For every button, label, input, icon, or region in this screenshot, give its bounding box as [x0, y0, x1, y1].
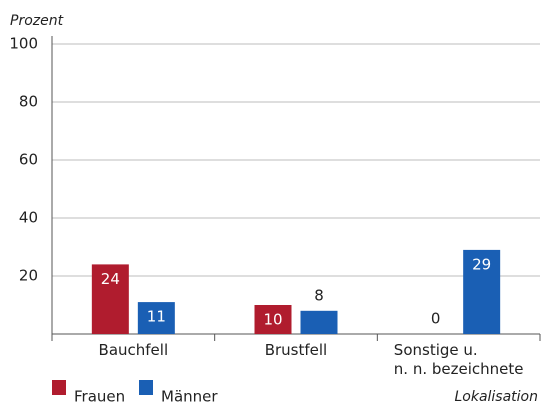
- legend-label: Männer: [161, 388, 218, 405]
- x-axis-label: Lokalisation: [454, 389, 538, 405]
- value-label: 10: [263, 311, 282, 329]
- bar: [137, 302, 175, 334]
- x-tick-text: Sonstige u. n. n. bezeichnete: [393, 341, 524, 378]
- x-tick-text: Bauchfell: [98, 341, 169, 359]
- y-axis-label: Prozent: [10, 13, 64, 29]
- x-tick-text: Brustfell: [264, 341, 328, 359]
- bar: [300, 310, 338, 334]
- legend-label: Frauen: [74, 388, 125, 405]
- x-tick-label: Brustfell: [215, 341, 378, 360]
- legend-swatch: [52, 380, 66, 395]
- value-label: 29: [472, 255, 491, 273]
- x-tick-label: Sonstige u. n. n. bezeichnete: [377, 341, 540, 379]
- y-tick-label: 20: [19, 267, 38, 285]
- bar: [254, 305, 292, 334]
- y-tick-label: 40: [19, 209, 38, 227]
- value-label: 24: [101, 270, 120, 288]
- value-label: 8: [314, 286, 324, 304]
- bar: [91, 264, 129, 334]
- value-label: 11: [147, 308, 166, 326]
- bar: [463, 249, 501, 334]
- y-tick-label: 100: [9, 35, 38, 53]
- x-tick-label: Bauchfell: [52, 341, 215, 360]
- y-tick-label: 60: [19, 151, 38, 169]
- legend-swatch: [139, 380, 153, 395]
- value-label: 0: [431, 310, 441, 328]
- y-tick-label: 80: [19, 93, 38, 111]
